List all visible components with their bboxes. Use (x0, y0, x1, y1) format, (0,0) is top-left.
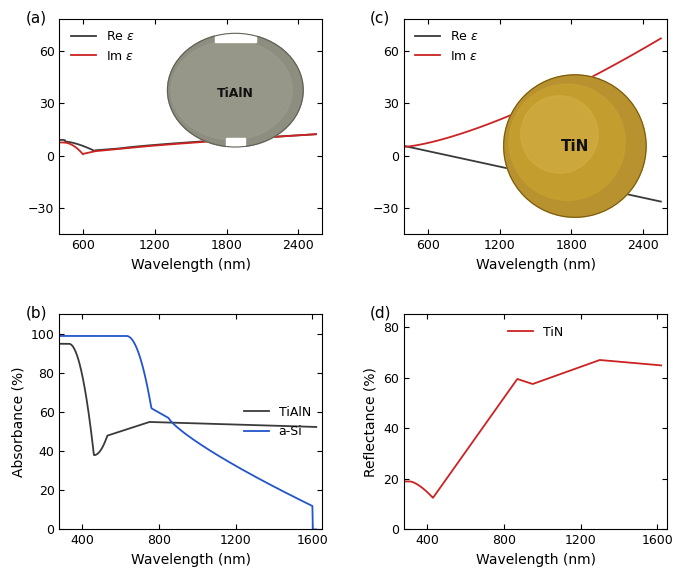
a-Si (249, 472, 257, 479)
a-Si (312, 526, 321, 533)
X-axis label: Wavelength (nm): Wavelength (nm) (131, 258, 251, 272)
TiAlN (55, 340, 64, 347)
TiN (657, 362, 665, 369)
Text: (b): (b) (25, 306, 47, 321)
Line: TiAlN: TiAlN (60, 344, 316, 455)
Y-axis label: Absorbance (%): Absorbance (%) (11, 366, 25, 477)
Legend: Re $\varepsilon$, Im $\varepsilon$: Re $\varepsilon$, Im $\varepsilon$ (66, 25, 139, 68)
a-Si (171, 423, 179, 429)
TiAlN (122, 426, 130, 433)
TiAlN (90, 452, 98, 459)
a-Si (227, 460, 235, 466)
a-Si (207, 447, 215, 454)
TiAlN (249, 421, 258, 428)
Text: (d): (d) (370, 306, 392, 321)
TiN (596, 357, 604, 364)
X-axis label: Wavelength (nm): Wavelength (nm) (475, 258, 595, 272)
TiAlN (227, 421, 236, 428)
TiN (594, 357, 602, 364)
Text: (c): (c) (370, 10, 390, 25)
a-Si (55, 332, 64, 339)
Legend: TiAlN, a-Si: TiAlN, a-Si (238, 401, 316, 443)
TiAlN (101, 438, 110, 444)
Legend: TiN: TiN (503, 321, 568, 344)
TiN (466, 441, 475, 448)
TiAlN (207, 420, 215, 427)
Line: a-Si: a-Si (60, 336, 316, 529)
TiN (429, 494, 437, 501)
a-Si (309, 526, 317, 533)
a-Si (101, 332, 109, 339)
X-axis label: Wavelength (nm): Wavelength (nm) (475, 553, 595, 567)
a-Si (121, 332, 129, 339)
X-axis label: Wavelength (nm): Wavelength (nm) (131, 553, 251, 567)
TiN (552, 372, 560, 379)
TiAlN (172, 419, 180, 426)
TiN (516, 377, 525, 384)
Y-axis label: Reflectance (%): Reflectance (%) (364, 367, 378, 477)
TiN (446, 470, 454, 477)
TiN (400, 478, 408, 485)
Text: (a): (a) (25, 10, 47, 25)
TiN (572, 365, 580, 372)
TiAlN (312, 424, 321, 431)
Legend: Re $\varepsilon$, Im $\varepsilon$: Re $\varepsilon$, Im $\varepsilon$ (410, 25, 484, 68)
Line: TiN: TiN (404, 360, 661, 498)
